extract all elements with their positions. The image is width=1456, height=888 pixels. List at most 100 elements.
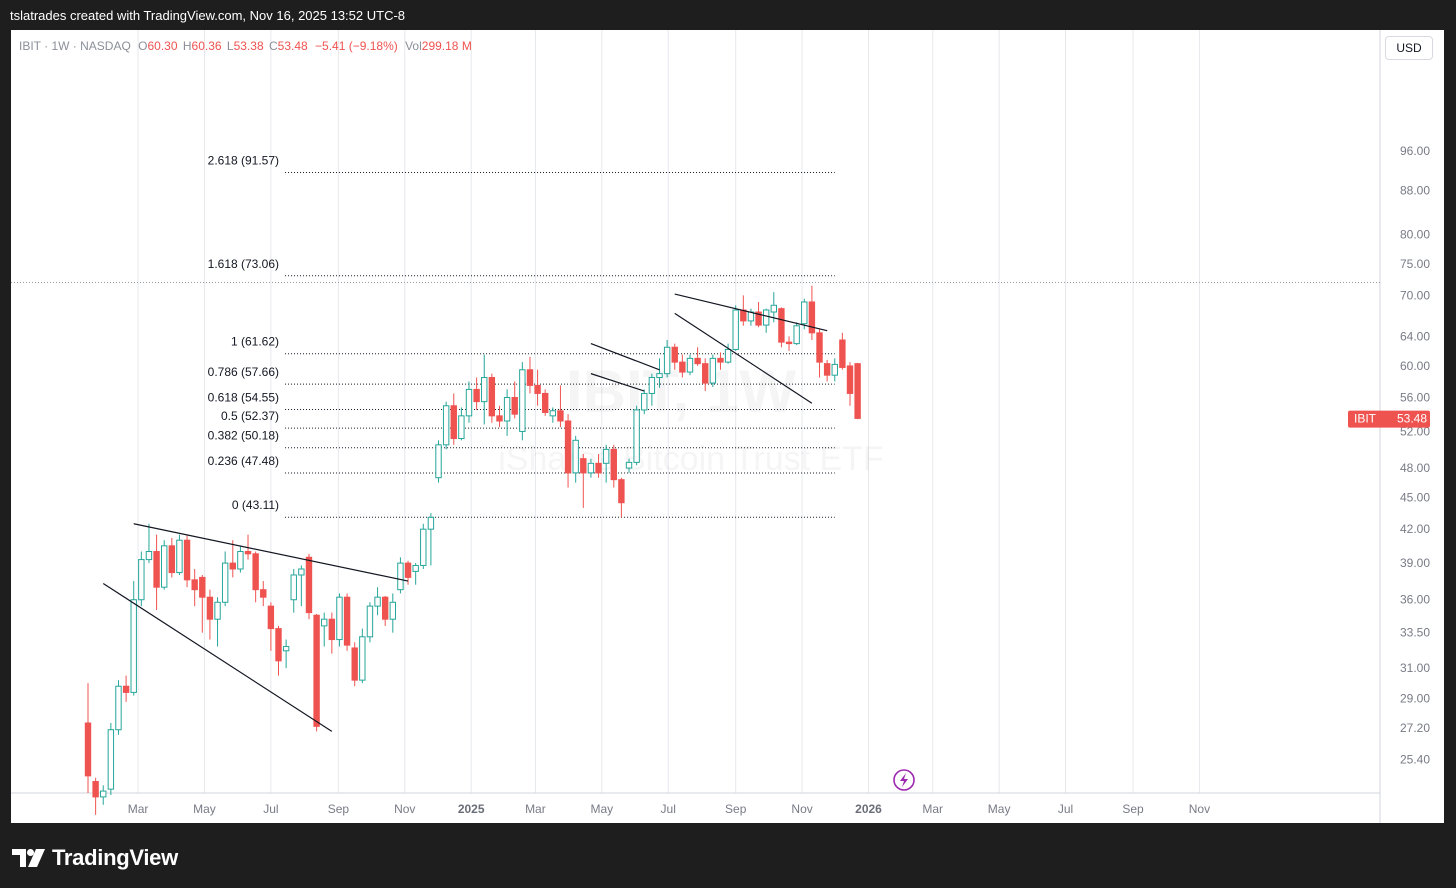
candle-body — [572, 439, 579, 474]
candle-down — [610, 444, 617, 488]
candle-down — [313, 613, 320, 732]
candle-body — [260, 589, 267, 598]
last-price-value: 53.48 — [1397, 412, 1427, 426]
candle-down — [92, 777, 99, 815]
candle-body — [298, 568, 305, 576]
flash-icon[interactable] — [893, 769, 915, 791]
candle-body — [412, 564, 419, 572]
candle-up — [686, 354, 694, 376]
watermark-name: iShares Bitcoin Trust ETF — [498, 440, 883, 478]
y-tick-label: 42.00 — [1400, 522, 1430, 536]
candle-up — [130, 581, 137, 696]
x-tick-label: Nov — [394, 802, 415, 816]
candle-up — [138, 551, 145, 607]
x-tick-label: Sep — [1122, 802, 1144, 816]
legend-symbol: IBIT · 1W · NASDAQ — [19, 39, 131, 53]
candle-up — [107, 723, 115, 795]
fib-level-label: 0.618 (54.55) — [208, 391, 279, 405]
candle-down — [854, 362, 861, 420]
candle-body — [473, 388, 480, 403]
candle-body — [671, 346, 678, 363]
candle-body — [587, 462, 595, 474]
flash-icon-bolt — [900, 773, 908, 787]
ohlc-legend: IBIT · 1W · NASDAQ O60.30 H60.36 L53.38 … — [19, 39, 472, 53]
candle-body — [488, 377, 496, 417]
candle-up — [336, 593, 343, 647]
candle-body — [549, 410, 557, 417]
candle-up — [290, 569, 297, 613]
legend-open: 60.30 — [147, 39, 178, 53]
candle-down — [305, 553, 313, 620]
candle-body — [442, 405, 450, 446]
candle-down — [199, 574, 206, 633]
candle-down — [534, 369, 541, 406]
candle-body — [633, 409, 640, 463]
chart-area[interactable]: Mar May Jul Sep Nov 2025 Mar May Jul Sep Nov 2026 Ma… — [11, 30, 1444, 823]
candle-down — [679, 354, 686, 378]
candle-down — [595, 453, 602, 478]
y-tick-label: 88.00 — [1400, 184, 1430, 198]
candle-up — [115, 680, 122, 735]
candle-body — [145, 551, 153, 561]
candle-body — [176, 539, 183, 574]
candle-body — [191, 579, 198, 591]
y-tick-label: 25.40 — [1400, 752, 1430, 766]
candle-body — [503, 397, 511, 422]
candle-body — [762, 309, 770, 326]
y-tick-label: 31.00 — [1400, 661, 1430, 675]
fib-level-label: 1 (61.62) — [231, 335, 279, 349]
candle-body — [359, 636, 366, 681]
x-tick-label: Jul — [661, 802, 676, 816]
candle-up — [282, 639, 290, 669]
y-tick-label: 64.00 — [1400, 329, 1430, 343]
legend-low-label: L — [226, 39, 234, 53]
candle-body — [290, 574, 297, 601]
candle-body — [275, 628, 282, 662]
y-tick-label: 48.00 — [1400, 461, 1430, 475]
candle-up — [602, 444, 610, 483]
candle-down — [252, 551, 259, 603]
candle-up — [572, 435, 579, 483]
candle-down — [381, 595, 389, 626]
currency-button[interactable]: USD — [1385, 36, 1433, 60]
candle-down — [275, 625, 282, 676]
candle-down — [823, 359, 831, 382]
candle-up — [465, 381, 473, 423]
legend-close-label: C — [268, 39, 278, 53]
candlestick-chart[interactable]: Mar May Jul Sep Nov 2025 Mar May Jul Sep Nov 2026 Ma… — [11, 30, 1444, 823]
candle-body — [732, 309, 739, 350]
candle-body — [100, 790, 107, 798]
legend-low: 53.38 — [233, 39, 264, 53]
candle-down — [473, 377, 480, 410]
candle-up — [831, 358, 838, 382]
candle-up — [549, 407, 557, 423]
trendline — [674, 293, 828, 332]
candle-up — [709, 354, 717, 388]
fib-level-label: 2.618 (91.57) — [208, 153, 279, 167]
candle-body — [138, 559, 145, 601]
candle-up — [503, 389, 511, 436]
candle-up — [648, 373, 656, 406]
candle-body — [107, 729, 115, 790]
candle-body — [389, 601, 397, 620]
candle-body — [168, 545, 176, 574]
tradingview-logo-icon — [12, 849, 45, 867]
x-tick-label: Nov — [1189, 802, 1210, 816]
candle-body — [84, 722, 92, 777]
candle-up — [656, 358, 663, 388]
candle-body — [610, 448, 617, 481]
candle-body — [435, 444, 442, 479]
candle-down — [496, 405, 503, 428]
x-tick-label: May — [988, 802, 1011, 816]
candle-body — [237, 551, 244, 570]
candle-down — [343, 593, 351, 651]
candle-up — [442, 401, 450, 450]
candle-down — [450, 393, 457, 445]
candle-body — [458, 415, 465, 440]
candle-body — [183, 539, 191, 581]
candle-down — [717, 352, 724, 370]
candle-down — [206, 589, 214, 640]
candle-up — [221, 551, 229, 607]
candle-body — [267, 605, 275, 630]
candle-up — [435, 440, 442, 483]
